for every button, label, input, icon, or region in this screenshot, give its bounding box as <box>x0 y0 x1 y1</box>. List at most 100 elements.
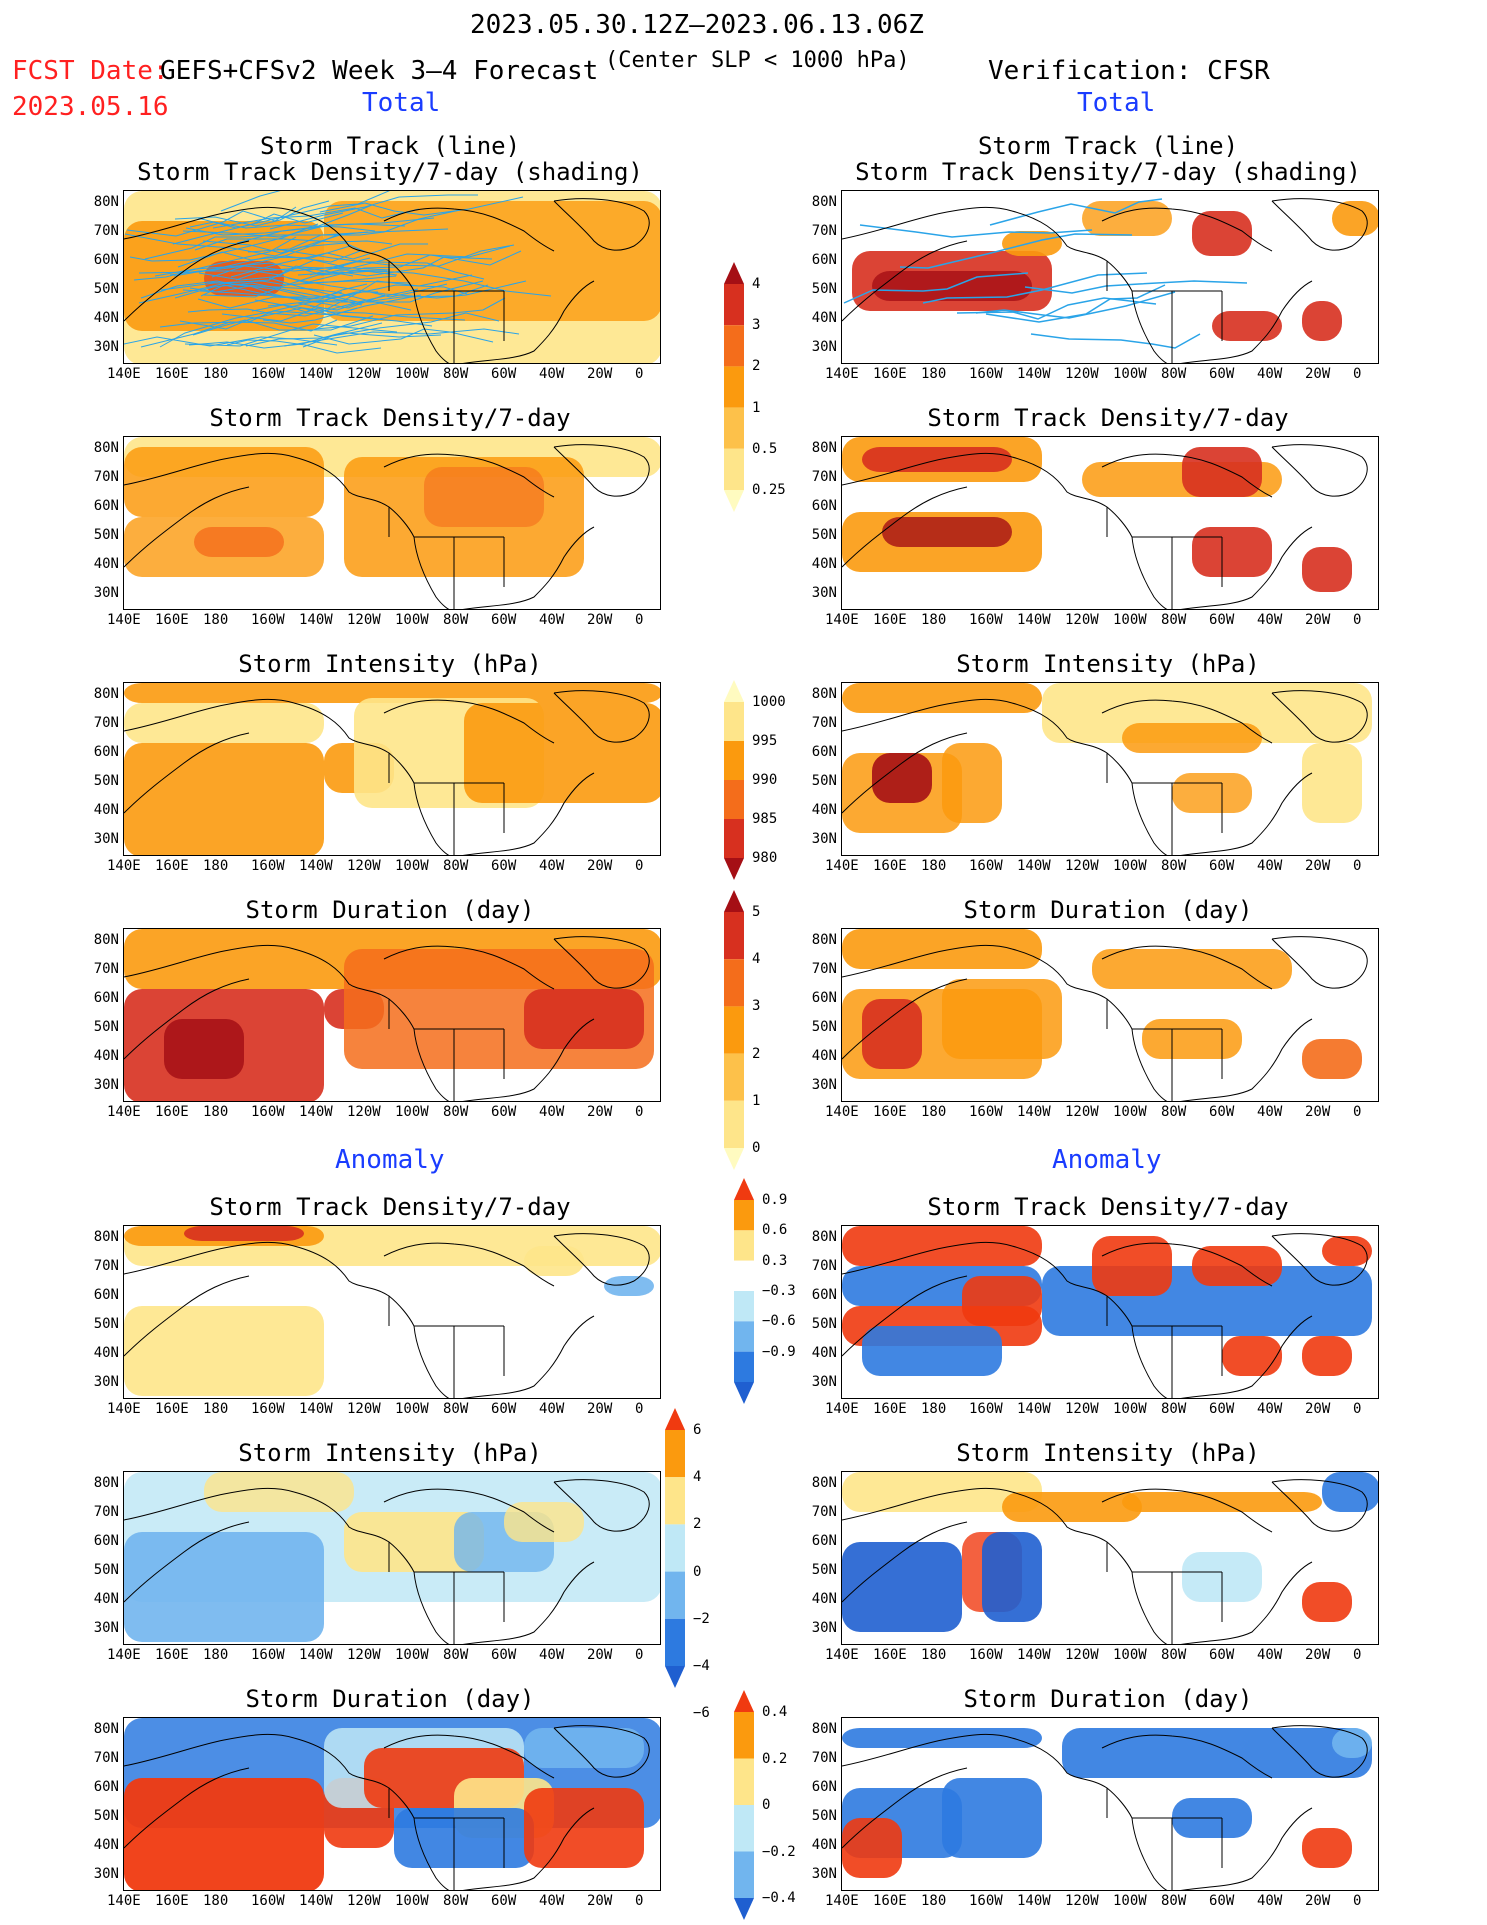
lat-label: 60N <box>811 1779 837 1795</box>
coastline <box>1101 1734 1273 1779</box>
lon-label: 160E <box>155 1104 189 1120</box>
lat-label: 60N <box>811 1287 837 1303</box>
lon-label: 40W <box>1257 366 1283 382</box>
lat-label: 30N <box>93 1374 119 1390</box>
coastline <box>1101 1242 1273 1287</box>
lon-label: 60W <box>491 366 517 382</box>
colorbar-swatch <box>734 1260 754 1291</box>
map-panel <box>841 1225 1379 1399</box>
colorbar-label: 0 <box>693 1563 702 1580</box>
coastline <box>124 206 295 240</box>
lat-label: 50N <box>93 1019 119 1035</box>
lat-label: 50N <box>93 1808 119 1824</box>
coastline <box>293 702 415 784</box>
coastline <box>842 698 1013 732</box>
map-panel <box>841 928 1379 1102</box>
colorbar-swatch <box>734 1758 754 1805</box>
lon-label: 100W <box>1113 858 1147 874</box>
lat-label: 50N <box>93 1562 119 1578</box>
lon-label: 160E <box>155 1647 189 1663</box>
map-canvas <box>842 198 1378 363</box>
lat-label: 40N <box>93 1048 119 1064</box>
coastline <box>1271 198 1368 251</box>
lon-label: 120W <box>1065 1104 1099 1120</box>
coastline <box>1011 1491 1133 1573</box>
colorbar-swatch <box>724 325 744 367</box>
coastline <box>388 753 505 855</box>
coastline <box>1106 1296 1223 1398</box>
lon-label: 80W <box>1161 612 1187 628</box>
coastline <box>124 698 295 732</box>
lat-label: 80N <box>93 194 119 210</box>
coastline <box>1180 1315 1313 1398</box>
colorbar-swatch <box>724 819 744 858</box>
lon-label: 40W <box>539 858 565 874</box>
map-panel <box>123 682 661 856</box>
shading-region <box>1192 1246 1282 1286</box>
section-total-right: Total <box>1077 88 1156 118</box>
lon-label: 120W <box>347 1893 381 1909</box>
colorbar-label: 4 <box>752 951 761 968</box>
lat-label: 80N <box>811 932 837 948</box>
storm-track-line <box>314 297 506 330</box>
lon-label: 160W <box>969 1647 1003 1663</box>
lon-label: 120W <box>347 1401 381 1417</box>
lat-label: 30N <box>811 1374 837 1390</box>
colorbar-swatch <box>724 1053 744 1101</box>
lon-label: 60W <box>1209 858 1235 874</box>
coastline <box>842 1275 968 1357</box>
coastline <box>383 1242 555 1287</box>
coastline <box>1180 526 1313 609</box>
criterion: (Center SLP < 1000 hPa) <box>605 48 910 73</box>
lat-label: 70N <box>93 1258 119 1274</box>
storm-track-line <box>140 280 309 299</box>
shading-region <box>1302 547 1352 592</box>
coastline <box>1101 945 1273 990</box>
lon-label: 100W <box>395 612 429 628</box>
shading-region <box>842 1542 962 1632</box>
lat-label: 50N <box>811 281 837 297</box>
lon-label: 0 <box>635 366 644 382</box>
lon-label: 140W <box>299 1401 333 1417</box>
lon-label: 40W <box>1257 1893 1283 1909</box>
coastline <box>1106 261 1223 363</box>
lat-label: 80N <box>811 686 837 702</box>
shading-region <box>124 1778 324 1890</box>
map-panel <box>123 1225 661 1399</box>
colorbar-label: 0.2 <box>762 1750 788 1767</box>
shading-region <box>1002 1492 1142 1522</box>
map-panel <box>123 190 661 364</box>
lat-label: 70N <box>93 1504 119 1520</box>
title-anom-duration-right: Storm Duration (day) <box>963 1685 1253 1713</box>
colorbar-swatch <box>724 1148 744 1170</box>
lat-label: 80N <box>93 440 119 456</box>
shading-region <box>1322 1236 1372 1266</box>
coastline <box>293 1245 415 1327</box>
coastline <box>1271 1725 1368 1778</box>
colorbar-swatch <box>734 1230 754 1261</box>
shading-region <box>204 261 284 296</box>
lat-label: 40N <box>811 1345 837 1361</box>
colorbar-swatch <box>724 448 744 490</box>
colorbar-swatch <box>734 1178 754 1200</box>
lat-label: 70N <box>811 223 837 239</box>
lon-label: 180 <box>921 1401 947 1417</box>
shading-region <box>872 753 932 803</box>
lon-label: 140W <box>1017 1647 1051 1663</box>
map-panel <box>841 436 1379 610</box>
lon-label: 140E <box>107 1104 141 1120</box>
lat-label: 70N <box>811 469 837 485</box>
colorbar-swatch <box>734 1690 754 1712</box>
shading-region <box>124 703 324 743</box>
lon-label: 140W <box>1017 612 1051 628</box>
lon-label: 40W <box>539 1647 565 1663</box>
lon-label: 100W <box>395 1893 429 1909</box>
storm-track-line <box>304 245 511 284</box>
lat-label: 70N <box>93 961 119 977</box>
map-canvas <box>124 1718 660 1890</box>
coastline <box>388 261 505 363</box>
colorbar-label: 6 <box>693 1422 702 1438</box>
coastline <box>124 1275 250 1357</box>
title-duration-right: Storm Duration (day) <box>963 896 1253 924</box>
shading-region <box>194 527 284 557</box>
